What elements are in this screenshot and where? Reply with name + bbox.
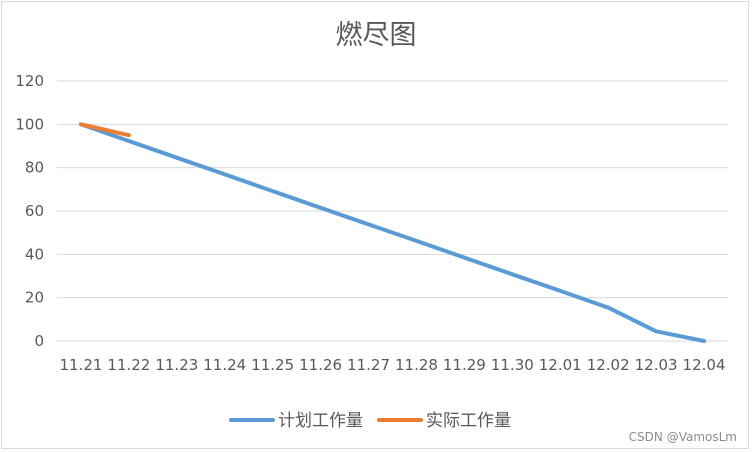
y-tick-label: 80 [25,159,44,177]
x-tick-label: 11.29 [443,356,486,374]
legend-label: 计划工作量 [278,411,363,431]
y-tick-label: 100 [15,115,44,133]
x-tick-label: 11.21 [59,356,102,374]
y-tick-label: 0 [34,332,44,350]
x-tick-label: 12.04 [683,356,726,374]
y-tick-label: 20 [25,289,44,307]
series-line-1 [79,122,131,138]
x-tick-label: 11.22 [107,356,150,374]
x-tick-label: 11.26 [299,356,342,374]
y-axis-ticks: 0 20 40 60 80 100 120 [15,72,44,350]
y-tick-label: 120 [15,72,44,90]
watermark: CSDN @VamosLm [629,430,737,444]
x-axis-ticks: 11.21 11.22 11.23 11.24 11.25 11.26 11.27 11.28… [59,356,725,374]
gridlines [57,80,728,342]
x-tick-label: 12.01 [539,356,582,374]
x-tick-label: 11.27 [347,356,390,374]
series-lines [79,122,706,343]
x-tick-label: 11.25 [251,356,294,374]
x-tick-label: 11.30 [491,356,534,374]
legend: 计划工作量 实际工作量 [229,411,511,431]
legend-label: 实际工作量 [426,411,511,431]
x-tick-label: 11.23 [155,356,198,374]
x-tick-label: 12.02 [587,356,630,374]
x-tick-label: 11.24 [203,356,246,374]
series-line-0 [79,122,706,343]
chart-title: 燃尽图 [336,20,417,51]
y-tick-label: 40 [25,245,44,263]
x-tick-label: 12.03 [635,356,678,374]
x-tick-label: 11.28 [395,356,438,374]
y-tick-label: 60 [25,202,44,220]
